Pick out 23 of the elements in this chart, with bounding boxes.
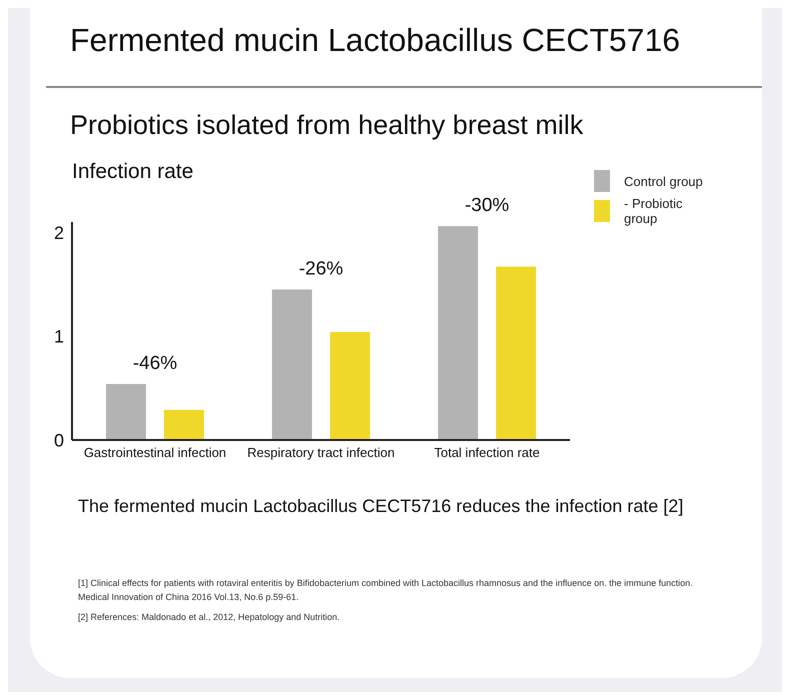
x-tick-label: Respiratory tract infection: [247, 445, 395, 460]
x-tick-label: Gastrointestinal infection: [84, 445, 226, 460]
text: -30%: [464, 195, 510, 216]
bar: [164, 410, 204, 440]
annotation: -46%: [132, 352, 178, 374]
legend-label: Control group: [624, 174, 704, 188]
bar: [106, 384, 146, 440]
chart-title: Fermented mucin Lactobacillus CECT5716: [69, 21, 682, 60]
y-tick-label: 0: [54, 430, 64, 450]
legend-label: - Probiotic group: [624, 196, 684, 226]
text: [1] Clinical effects for patients with rotaviral enteritis by Bifidobacterium combined with Lactobacillus rhamnosus and the influence on. the immune function. Medical Innovation of China 2016 Vol.13, No.6 p.59-61.: [77, 577, 694, 604]
text: [2] References: Maldonado et al., 2012, Hepatology and Nutrition.: [77, 611, 341, 624]
y-axis-title: Infection rate: [72, 160, 194, 183]
text: The fermented mucin Lactobacillus CECT5716 reduces the infection rate [2]: [77, 495, 684, 518]
annotation: -26%: [298, 258, 344, 280]
x-tick-label: Total infection rate: [434, 445, 540, 460]
bar: [496, 266, 536, 440]
bar: [272, 289, 312, 440]
bar: [438, 226, 478, 440]
bar: [330, 332, 370, 440]
chart-subtitle: Probiotics isolated from healthy breast milk: [69, 109, 584, 142]
y-tick-label: 1: [54, 326, 64, 347]
y-tick-label: 2: [54, 222, 64, 243]
